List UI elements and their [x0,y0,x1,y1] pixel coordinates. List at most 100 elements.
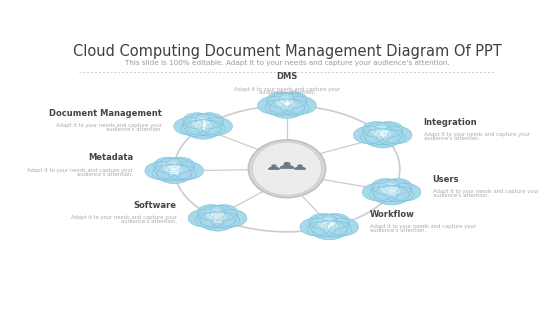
Circle shape [383,186,400,196]
Circle shape [197,205,226,220]
Circle shape [375,122,403,137]
Circle shape [271,164,277,168]
Circle shape [265,100,293,116]
Circle shape [323,221,351,237]
Circle shape [318,218,335,228]
Circle shape [186,120,221,139]
Polygon shape [281,166,293,168]
Circle shape [200,212,235,231]
Circle shape [279,92,307,108]
Circle shape [183,113,211,129]
Text: Workflow: Workflow [370,209,415,219]
Text: ↗: ↗ [325,221,333,231]
Text: Adapt it to your needs and capture your: Adapt it to your needs and capture your [56,123,162,128]
Circle shape [310,214,349,236]
Circle shape [312,220,347,240]
Circle shape [297,164,303,168]
Text: ✦: ✦ [283,100,291,109]
Circle shape [195,113,223,129]
Circle shape [370,186,398,202]
Ellipse shape [249,140,325,198]
Circle shape [166,157,194,173]
Circle shape [363,123,403,145]
Circle shape [154,157,182,173]
Circle shape [206,209,224,219]
Circle shape [374,129,391,139]
Circle shape [209,213,226,222]
Circle shape [188,209,220,227]
Circle shape [197,121,225,136]
Text: ): ) [201,120,206,130]
Circle shape [192,117,209,127]
Polygon shape [295,168,305,169]
Circle shape [309,213,337,229]
Text: DMS: DMS [277,72,297,81]
Circle shape [372,180,412,202]
Circle shape [183,114,223,136]
Text: audience's attention.: audience's attention. [370,228,426,233]
Text: This slide is 100% editable. Adapt it to your needs and capture your audience's : This slide is 100% editable. Adapt it to… [125,60,449,66]
Circle shape [275,96,293,106]
Circle shape [267,93,307,115]
Circle shape [211,213,240,228]
Text: Document Management: Document Management [49,109,162,118]
Text: Adapt it to your needs and capture your: Adapt it to your needs and capture your [432,189,539,194]
Circle shape [327,218,358,236]
Circle shape [152,165,180,181]
Text: audience's attention.: audience's attention. [423,136,479,141]
Circle shape [172,162,204,180]
Text: Software: Software [134,201,176,210]
Text: audience's attention.: audience's attention. [120,219,176,224]
Circle shape [157,164,192,184]
Text: Adapt it to your needs and capture your: Adapt it to your needs and capture your [370,224,476,229]
Text: ◎: ◎ [388,186,396,196]
Circle shape [166,165,183,175]
Circle shape [380,183,398,193]
Circle shape [258,97,290,114]
Circle shape [371,179,399,194]
Circle shape [353,126,385,144]
Text: audience's attention.: audience's attention. [77,172,133,176]
Circle shape [385,186,414,202]
Circle shape [215,209,247,227]
Text: ⚙: ⚙ [379,129,387,139]
Text: ⌕: ⌕ [214,212,221,222]
Text: Adapt it to your needs and capture your: Adapt it to your needs and capture your [27,168,133,173]
Circle shape [209,205,238,220]
Circle shape [376,129,405,145]
Circle shape [283,162,291,166]
Circle shape [198,206,237,228]
Circle shape [374,186,409,205]
Circle shape [195,121,212,130]
Text: Adapt it to your needs and capture your: Adapt it to your needs and capture your [234,87,340,92]
Circle shape [155,158,194,180]
Circle shape [162,162,180,172]
Circle shape [300,218,332,236]
Circle shape [201,117,232,135]
Circle shape [321,221,338,231]
Polygon shape [269,168,279,169]
Circle shape [384,179,412,194]
Circle shape [281,100,309,116]
Circle shape [380,126,412,144]
Circle shape [307,221,335,237]
Circle shape [174,117,206,135]
Circle shape [284,97,316,114]
Circle shape [361,129,389,145]
Text: audience's attention.: audience's attention. [106,127,162,132]
Circle shape [278,100,296,109]
Circle shape [267,92,295,108]
Circle shape [371,126,389,136]
Circle shape [365,129,400,148]
Text: Cloud Computing Document Management Diagram Of PPT: Cloud Computing Document Management Diag… [73,44,501,59]
Circle shape [168,165,196,181]
Circle shape [389,183,421,201]
Text: audience's attention.: audience's attention. [259,90,315,95]
Circle shape [181,121,209,136]
Text: Users: Users [432,175,459,184]
Text: Metadata: Metadata [88,153,133,162]
Circle shape [145,162,176,180]
Circle shape [362,122,390,137]
Circle shape [269,99,305,118]
Ellipse shape [252,142,321,195]
